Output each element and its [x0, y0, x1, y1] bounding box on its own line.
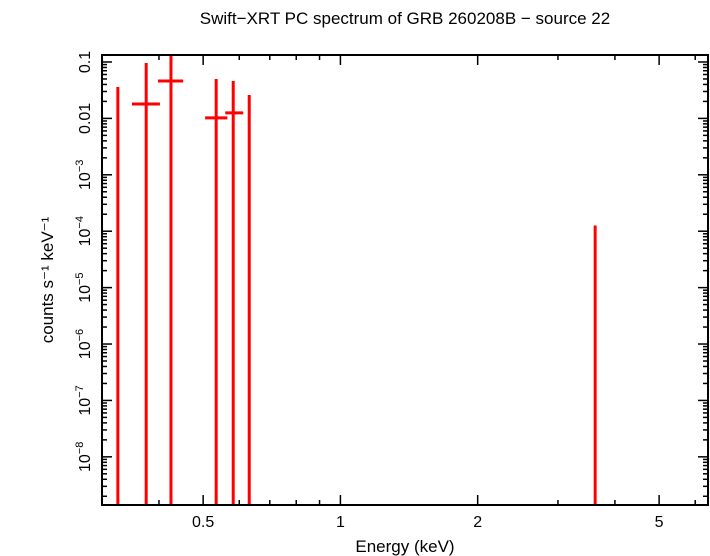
y-tick-label: 10−6 — [74, 329, 94, 359]
x-tick-label: 5 — [655, 514, 664, 531]
chart-title: Swift−XRT PC spectrum of GRB 260208B − s… — [200, 9, 610, 28]
y-tick-label: 0.01 — [77, 103, 94, 134]
data-point — [205, 78, 228, 505]
y-axis-label: counts s⁻¹ keV⁻¹ — [38, 216, 57, 343]
y-tick-label: 0.1 — [77, 51, 94, 73]
y-tick-label: 10−3 — [74, 160, 94, 190]
data-point — [157, 55, 184, 505]
x-tick-label: 0.5 — [192, 514, 214, 531]
x-tick-label: 2 — [473, 514, 482, 531]
y-tick-label: 10−4 — [74, 216, 94, 246]
plot-frame — [101, 54, 709, 506]
data-point — [131, 62, 160, 505]
y-tick-label: 10−5 — [74, 272, 94, 302]
x-tick-label: 1 — [336, 514, 345, 531]
x-axis-label: Energy (keV) — [355, 537, 454, 556]
y-tick-label: 10−7 — [74, 385, 94, 415]
data-point — [225, 81, 244, 505]
y-tick-label: 10−8 — [74, 442, 94, 472]
